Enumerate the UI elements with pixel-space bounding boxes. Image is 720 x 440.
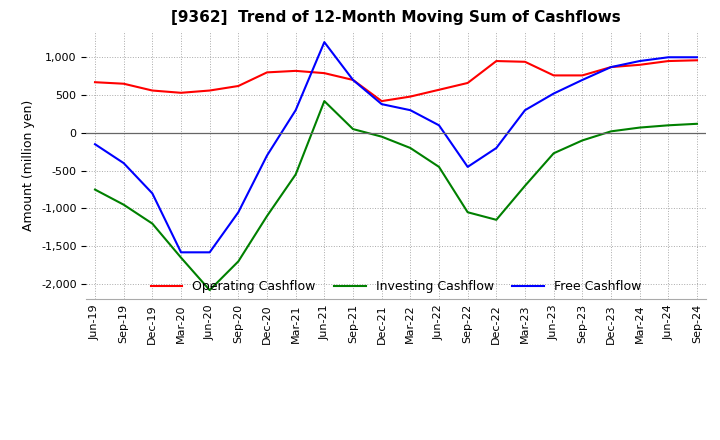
Free Cashflow bbox=[292, 107, 300, 113]
Free Cashflow bbox=[348, 77, 357, 83]
Free Cashflow bbox=[205, 249, 214, 255]
Legend: Operating Cashflow, Investing Cashflow, Free Cashflow: Operating Cashflow, Investing Cashflow, … bbox=[146, 275, 646, 298]
Operating Cashflow bbox=[635, 62, 644, 67]
Operating Cashflow bbox=[234, 83, 243, 88]
Free Cashflow bbox=[664, 55, 672, 60]
Free Cashflow bbox=[607, 64, 616, 70]
Investing Cashflow bbox=[176, 255, 185, 260]
Free Cashflow bbox=[377, 102, 386, 107]
Free Cashflow bbox=[234, 209, 243, 215]
Investing Cashflow bbox=[91, 187, 99, 192]
Operating Cashflow bbox=[664, 59, 672, 64]
Operating Cashflow bbox=[693, 58, 701, 63]
Line: Investing Cashflow: Investing Cashflow bbox=[95, 101, 697, 290]
Free Cashflow bbox=[263, 153, 271, 158]
Free Cashflow bbox=[578, 77, 587, 83]
Operating Cashflow bbox=[320, 70, 328, 76]
Investing Cashflow bbox=[492, 217, 500, 223]
Investing Cashflow bbox=[377, 134, 386, 139]
Line: Operating Cashflow: Operating Cashflow bbox=[95, 60, 697, 101]
Operating Cashflow bbox=[91, 80, 99, 85]
Free Cashflow bbox=[120, 161, 128, 166]
Operating Cashflow bbox=[292, 68, 300, 73]
Investing Cashflow bbox=[578, 138, 587, 143]
Operating Cashflow bbox=[205, 88, 214, 93]
Operating Cashflow bbox=[176, 90, 185, 95]
Free Cashflow bbox=[635, 59, 644, 64]
Title: [9362]  Trend of 12-Month Moving Sum of Cashflows: [9362] Trend of 12-Month Moving Sum of C… bbox=[171, 11, 621, 26]
Free Cashflow bbox=[464, 164, 472, 169]
Investing Cashflow bbox=[693, 121, 701, 126]
Investing Cashflow bbox=[635, 125, 644, 130]
Investing Cashflow bbox=[435, 164, 444, 169]
Operating Cashflow bbox=[578, 73, 587, 78]
Operating Cashflow bbox=[521, 59, 529, 64]
Investing Cashflow bbox=[607, 129, 616, 134]
Investing Cashflow bbox=[406, 145, 415, 150]
Investing Cashflow bbox=[348, 126, 357, 132]
Free Cashflow bbox=[176, 249, 185, 255]
Operating Cashflow bbox=[120, 81, 128, 86]
Free Cashflow bbox=[492, 145, 500, 150]
Free Cashflow bbox=[435, 123, 444, 128]
Operating Cashflow bbox=[492, 59, 500, 64]
Operating Cashflow bbox=[406, 94, 415, 99]
Investing Cashflow bbox=[521, 183, 529, 188]
Free Cashflow bbox=[148, 191, 157, 196]
Investing Cashflow bbox=[205, 287, 214, 293]
Line: Free Cashflow: Free Cashflow bbox=[95, 42, 697, 252]
Investing Cashflow bbox=[148, 221, 157, 226]
Operating Cashflow bbox=[348, 77, 357, 83]
Investing Cashflow bbox=[292, 172, 300, 177]
Operating Cashflow bbox=[464, 81, 472, 86]
Free Cashflow bbox=[693, 55, 701, 60]
Free Cashflow bbox=[91, 142, 99, 147]
Operating Cashflow bbox=[148, 88, 157, 93]
Free Cashflow bbox=[406, 107, 415, 113]
Y-axis label: Amount (million yen): Amount (million yen) bbox=[22, 99, 35, 231]
Free Cashflow bbox=[320, 40, 328, 45]
Free Cashflow bbox=[521, 107, 529, 113]
Investing Cashflow bbox=[263, 213, 271, 219]
Investing Cashflow bbox=[320, 99, 328, 104]
Operating Cashflow bbox=[263, 70, 271, 75]
Operating Cashflow bbox=[377, 99, 386, 104]
Investing Cashflow bbox=[234, 259, 243, 264]
Operating Cashflow bbox=[549, 73, 558, 78]
Operating Cashflow bbox=[435, 87, 444, 92]
Investing Cashflow bbox=[120, 202, 128, 207]
Operating Cashflow bbox=[607, 64, 616, 70]
Investing Cashflow bbox=[549, 150, 558, 156]
Free Cashflow bbox=[549, 91, 558, 96]
Investing Cashflow bbox=[464, 209, 472, 215]
Investing Cashflow bbox=[664, 123, 672, 128]
